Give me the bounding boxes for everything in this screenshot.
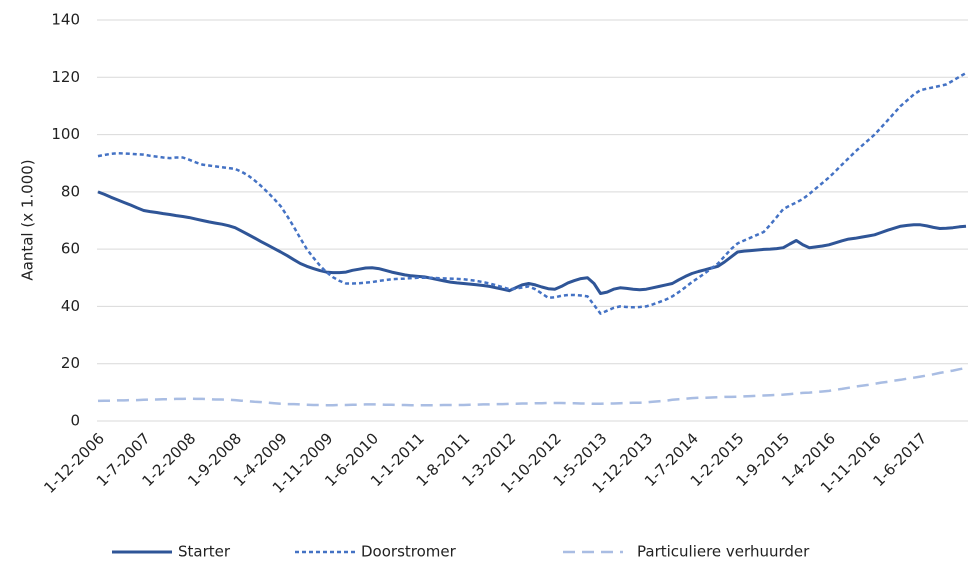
y-tick-label: 120 — [51, 68, 80, 86]
x-tick-label: 1-12-2006 — [40, 429, 108, 497]
y-tick-label: 60 — [61, 240, 80, 258]
data-line — [97, 71, 967, 315]
y-tick-label: 140 — [51, 11, 80, 29]
legend-label: Particuliere verhuurder — [637, 543, 810, 561]
y-tick-label: 80 — [61, 182, 80, 200]
y-tick-label: 100 — [51, 125, 80, 143]
legend-label: Doorstromer — [361, 543, 457, 561]
y-axis-label: Aantal (x 1.000) — [19, 159, 37, 280]
y-tick-label: 20 — [61, 354, 80, 372]
data-line — [97, 366, 967, 407]
data-line — [97, 190, 967, 295]
y-tick-label: 40 — [61, 297, 80, 315]
legend-label: Starter — [178, 543, 231, 561]
y-tick-label: 0 — [70, 412, 80, 430]
